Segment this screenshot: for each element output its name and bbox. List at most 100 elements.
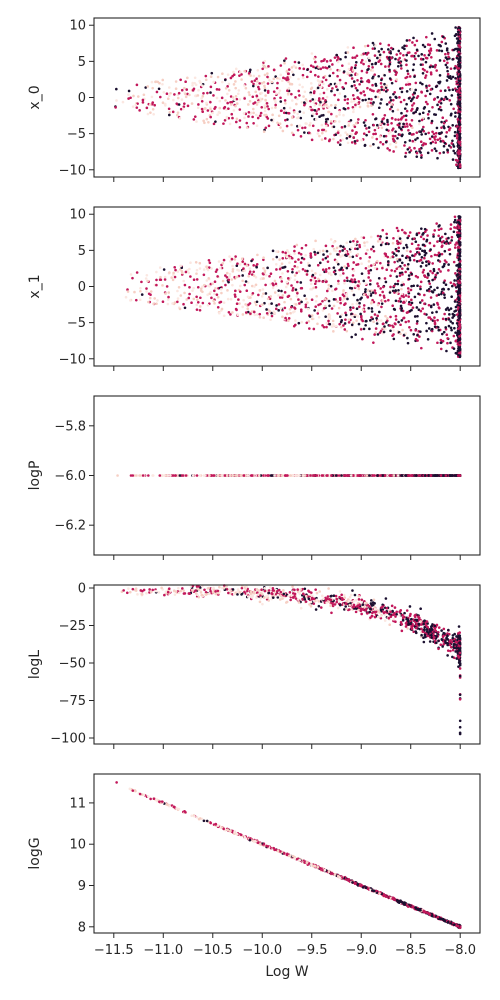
scatter-point [421, 261, 424, 264]
scatter-point [395, 257, 399, 261]
scatter-point [369, 319, 372, 322]
scatter-point [350, 246, 353, 250]
scatter-point [367, 271, 371, 275]
scatter-point [346, 106, 350, 110]
scatter-point [270, 314, 274, 318]
scatter-point [367, 130, 371, 134]
scatter-point [400, 307, 404, 310]
scatter-point [383, 296, 386, 299]
scatter-point [405, 39, 409, 42]
scatter-point [341, 64, 344, 67]
scatter-point [367, 97, 371, 101]
scatter-point [256, 68, 260, 72]
scatter-point [444, 232, 447, 236]
scatter-point [364, 319, 368, 323]
scatter-point [409, 250, 412, 253]
scatter-point [254, 113, 258, 117]
scatter-point [291, 474, 295, 477]
scatter-point [321, 97, 325, 100]
scatter-point [229, 76, 233, 80]
scatter-point [383, 113, 387, 117]
scatter-point [411, 139, 415, 143]
scatter-point [261, 303, 264, 306]
scatter-point [412, 96, 415, 99]
scatter-point [442, 281, 446, 284]
scatter-point [344, 55, 347, 59]
scatter-point [353, 247, 357, 251]
scatter-point [380, 305, 383, 309]
scatter-point [350, 335, 354, 339]
scatter-point [241, 279, 244, 283]
scatter-point [440, 252, 444, 256]
scatter-point [287, 319, 290, 322]
scatter-point [154, 80, 157, 84]
scatter-point [350, 97, 353, 101]
scatter-point [320, 138, 324, 141]
scatter-point [330, 112, 333, 116]
scatter-point [370, 316, 373, 319]
scatter-point [332, 330, 335, 333]
scatter-point [425, 238, 429, 242]
scatter-point [314, 239, 317, 243]
scatter-point [367, 65, 371, 68]
scatter-point [456, 118, 460, 121]
scatter-point [195, 272, 198, 275]
scatter-point [264, 283, 267, 287]
scatter-point [209, 85, 213, 89]
scatter-point [321, 299, 324, 303]
scatter-point [404, 118, 408, 122]
scatter-point [263, 113, 266, 117]
scatter-point [410, 298, 413, 302]
scatter-point [281, 597, 284, 600]
scatter-point [339, 57, 342, 61]
scatter-point [135, 106, 139, 109]
scatter-point [249, 68, 252, 72]
scatter-point [454, 76, 457, 80]
scatter-point [391, 109, 395, 113]
scatter-point [405, 63, 408, 67]
scatter-point [172, 474, 175, 477]
scatter-point [249, 312, 252, 315]
scatter-point [198, 474, 202, 477]
scatter-point [431, 105, 434, 109]
scatter-point [423, 256, 426, 260]
scatter-point [198, 267, 202, 270]
scatter-point [318, 273, 322, 277]
scatter-point [325, 280, 328, 283]
scatter-point [436, 253, 439, 257]
scatter-point [389, 274, 392, 278]
scatter-point [352, 321, 355, 325]
scatter-point [321, 101, 325, 104]
y-tick-label: −6.0 [54, 469, 86, 484]
scatter-point [339, 273, 342, 277]
scatter-point [114, 106, 117, 109]
scatter-point [447, 144, 451, 147]
scatter-point [419, 140, 423, 143]
scatter-point [176, 300, 179, 304]
scatter-point [284, 251, 287, 255]
scatter-point [454, 272, 457, 275]
scatter-point [397, 49, 401, 53]
scatter-point [358, 305, 361, 309]
scatter-point [248, 272, 251, 276]
scatter-point [379, 102, 382, 105]
scatter-point [255, 300, 259, 304]
scatter-point [182, 107, 185, 111]
scatter-point [336, 60, 340, 64]
scatter-point [400, 67, 403, 70]
scatter-point [367, 99, 371, 103]
scatter-point [267, 107, 271, 111]
scatter-point [288, 261, 291, 264]
scatter-point [197, 103, 200, 106]
scatter-point [363, 244, 367, 248]
scatter-point [349, 119, 353, 122]
scatter-point [380, 85, 383, 89]
scatter-point [271, 286, 275, 290]
scatter-point [443, 89, 447, 92]
scatter-point [322, 82, 325, 86]
scatter-point [405, 90, 409, 93]
scatter-point [378, 310, 381, 314]
scatter-point [283, 291, 287, 294]
scatter-point [352, 80, 356, 83]
scatter-point [349, 71, 352, 75]
